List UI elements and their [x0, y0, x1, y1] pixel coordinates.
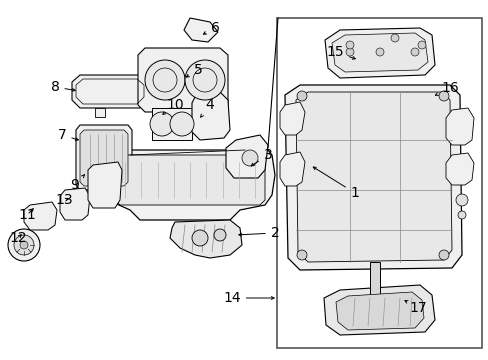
- Text: 1: 1: [313, 167, 359, 200]
- Text: 15: 15: [325, 45, 355, 59]
- Polygon shape: [152, 108, 192, 140]
- Polygon shape: [331, 33, 427, 72]
- Text: 17: 17: [404, 301, 426, 315]
- Text: 8: 8: [50, 80, 75, 94]
- Polygon shape: [72, 75, 148, 108]
- Polygon shape: [192, 92, 229, 140]
- Circle shape: [346, 48, 353, 56]
- Circle shape: [417, 41, 425, 49]
- Text: 3: 3: [251, 148, 272, 166]
- Circle shape: [438, 250, 448, 260]
- Circle shape: [14, 235, 34, 255]
- Bar: [276, 18, 481, 348]
- Text: 11: 11: [18, 208, 36, 222]
- Circle shape: [170, 112, 194, 136]
- Text: 10: 10: [163, 98, 183, 114]
- Polygon shape: [295, 92, 451, 262]
- Circle shape: [346, 41, 353, 49]
- Circle shape: [192, 230, 207, 246]
- Text: 13: 13: [55, 193, 73, 207]
- Text: 14: 14: [223, 291, 274, 305]
- Polygon shape: [95, 108, 105, 117]
- Circle shape: [455, 194, 467, 206]
- Circle shape: [20, 241, 28, 249]
- Polygon shape: [445, 153, 473, 185]
- Polygon shape: [325, 28, 434, 78]
- Circle shape: [145, 60, 184, 100]
- Polygon shape: [138, 48, 227, 112]
- Text: 7: 7: [58, 128, 78, 142]
- Text: 4: 4: [200, 98, 214, 117]
- Polygon shape: [183, 18, 218, 42]
- Polygon shape: [76, 125, 132, 190]
- Polygon shape: [351, 32, 382, 65]
- Polygon shape: [324, 285, 434, 335]
- Polygon shape: [280, 102, 305, 135]
- Polygon shape: [60, 188, 90, 220]
- Circle shape: [296, 91, 306, 101]
- Circle shape: [242, 150, 258, 166]
- Text: 2: 2: [238, 226, 279, 240]
- Circle shape: [438, 91, 448, 101]
- Polygon shape: [335, 292, 423, 330]
- Text: 6: 6: [203, 21, 219, 35]
- Bar: [369, 262, 379, 327]
- Polygon shape: [225, 135, 267, 178]
- Polygon shape: [24, 202, 57, 230]
- Text: 9: 9: [70, 175, 84, 192]
- Circle shape: [8, 229, 40, 261]
- Circle shape: [214, 229, 225, 241]
- Polygon shape: [112, 155, 264, 205]
- Text: 12: 12: [9, 231, 27, 245]
- Polygon shape: [170, 220, 242, 258]
- Circle shape: [184, 60, 224, 100]
- Polygon shape: [88, 162, 122, 208]
- Circle shape: [296, 250, 306, 260]
- Polygon shape: [445, 108, 473, 145]
- Text: 16: 16: [434, 81, 458, 95]
- Polygon shape: [80, 130, 128, 186]
- Circle shape: [375, 48, 383, 56]
- Circle shape: [410, 48, 418, 56]
- Circle shape: [150, 112, 174, 136]
- Circle shape: [390, 34, 398, 42]
- Polygon shape: [104, 150, 274, 220]
- Polygon shape: [285, 85, 461, 270]
- Circle shape: [457, 211, 465, 219]
- Text: 5: 5: [186, 63, 202, 77]
- Polygon shape: [280, 152, 305, 186]
